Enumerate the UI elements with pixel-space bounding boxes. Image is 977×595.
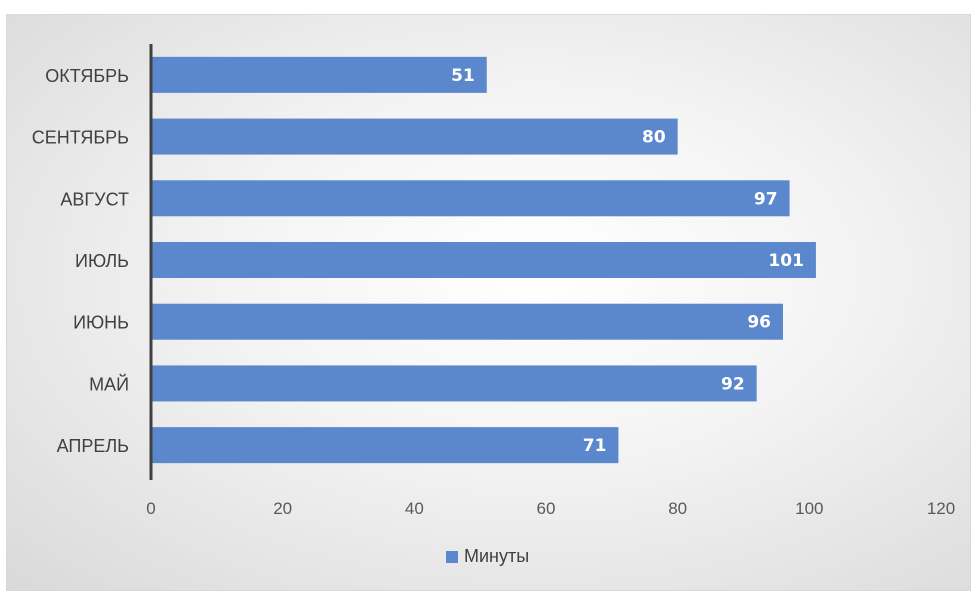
data-label: 101: [768, 251, 804, 271]
data-label: 96: [747, 313, 771, 333]
category-label: СЕНТЯБРЬ: [32, 128, 129, 148]
category-label: ИЮЛЬ: [75, 251, 129, 271]
data-label: 92: [721, 374, 745, 394]
category-label: ИЮНЬ: [73, 313, 129, 333]
category-label: ОКТЯБРЬ: [45, 66, 129, 86]
data-label: 71: [583, 436, 607, 456]
x-tick-label: 100: [795, 499, 823, 518]
bar-АПРЕЛЬ: [151, 427, 619, 464]
x-tick-label: 120: [927, 499, 955, 518]
category-label: АПРЕЛЬ: [57, 436, 129, 456]
bar-ОКТЯБРЬ: [151, 56, 487, 93]
bar-ИЮНЬ: [151, 303, 783, 340]
data-label: 97: [754, 189, 778, 209]
bar-ИЮЛЬ: [151, 242, 816, 278]
x-tick-label: 60: [537, 499, 556, 518]
legend: Минуты: [446, 546, 529, 567]
bar-АВГУСТ: [151, 180, 790, 217]
data-label: 51: [451, 66, 475, 86]
legend-label: Минуты: [464, 546, 530, 566]
category-label: АВГУСТ: [60, 189, 129, 209]
bar-СЕНТЯБРЬ: [151, 118, 678, 155]
legend-swatch: [446, 550, 458, 563]
bar-МАЙ: [151, 365, 757, 402]
x-tick-label: 40: [405, 499, 424, 518]
chart-area: [6, 14, 971, 591]
data-label: 80: [642, 128, 666, 148]
x-tick-label: 20: [273, 499, 292, 518]
x-tick-label: 80: [668, 499, 687, 518]
category-label: МАЙ: [89, 373, 129, 394]
x-tick-label: 0: [146, 499, 155, 518]
